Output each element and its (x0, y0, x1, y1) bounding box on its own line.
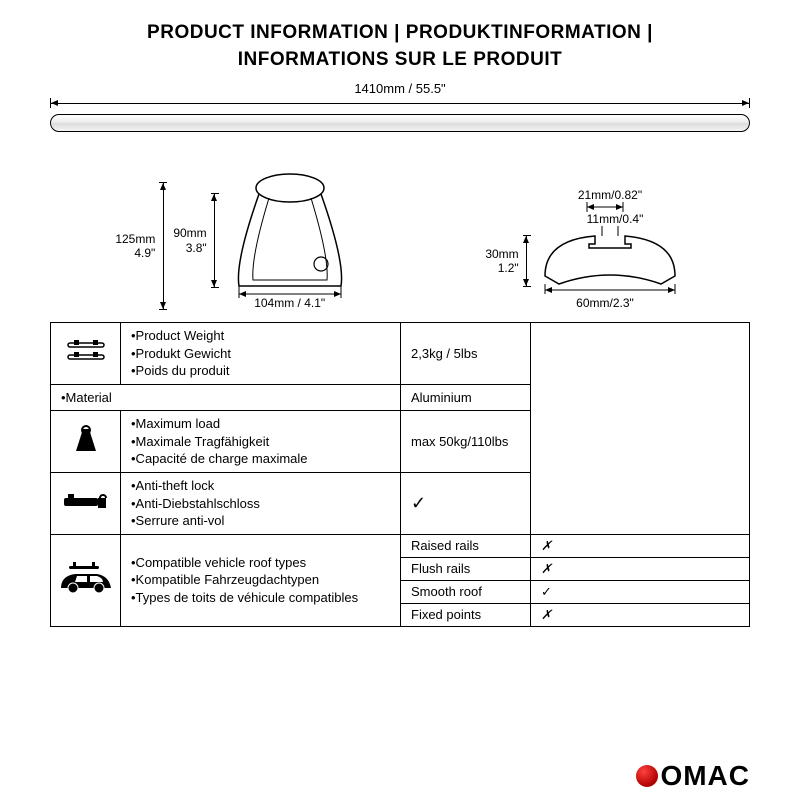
lock-icon (62, 488, 110, 516)
lock-labels: •Anti-theft lock•Anti-Diebstahlschloss•S… (131, 477, 390, 530)
profile-diagram: 21mm/0.82" 11mm/0.4" 30mm 1.2" (485, 188, 684, 310)
foot-width: 104mm / 4.1" (254, 296, 325, 310)
logo-dot-icon (636, 765, 658, 787)
material-label: •Material (61, 389, 390, 407)
foot-diagram: 125mm 4.9" 90mm 3.8" (115, 172, 354, 310)
profile-width: 60mm/2.3" (576, 296, 634, 310)
lock-value: ✓ (401, 473, 531, 535)
profile-gap: 11mm/0.4" (587, 212, 644, 226)
spec-table: •Product Weight•Produkt Gewicht•Poids du… (50, 322, 750, 626)
weight-value: 2,3kg / 5lbs (401, 323, 531, 385)
row-load: •Maximum load•Maximale Tragfähigkeit•Cap… (51, 411, 750, 473)
page-title: PRODUCT INFORMATION | PRODUKTINFORMATION… (50, 20, 750, 73)
roof-type-1: Flush rails (401, 557, 531, 580)
roof-val-3: ✗ (531, 603, 750, 626)
roof-val-0: ✗ (531, 534, 750, 557)
load-value: max 50kg/110lbs (401, 411, 531, 473)
row-lock: •Anti-theft lock•Anti-Diebstahlschloss•S… (51, 473, 750, 535)
title-line-1: PRODUCT INFORMATION | PRODUKTINFORMATION… (147, 22, 653, 43)
weight-labels: •Product Weight•Produkt Gewicht•Poids du… (131, 327, 390, 380)
overall-length-label: 1410mm / 55.5" (50, 81, 750, 96)
row-weight: •Product Weight•Produkt Gewicht•Poids du… (51, 323, 750, 385)
row-material: •Material Aluminium (51, 384, 750, 411)
title-line-2: INFORMATIONS SUR LE PRODUIT (238, 49, 563, 70)
weight-icon (64, 337, 108, 367)
technical-drawings: 125mm 4.9" 90mm 3.8" (50, 150, 750, 310)
material-value: Aluminium (401, 384, 531, 411)
brand-logo: OMAC (636, 760, 750, 792)
roof-type-3: Fixed points (401, 603, 531, 626)
roof-val-1: ✗ (531, 557, 750, 580)
overall-length-dimline (50, 98, 750, 108)
brand-text: OMAC (660, 760, 750, 792)
roof-val-2: ✓ (531, 580, 750, 603)
load-icon (68, 425, 104, 455)
load-labels: •Maximum load•Maximale Tragfähigkeit•Cap… (131, 415, 390, 468)
foot-shape (225, 172, 355, 300)
profile-shape (535, 226, 685, 296)
product-info-sheet: PRODUCT INFORMATION | PRODUKTINFORMATION… (0, 0, 800, 800)
foot-height-inner: 90mm 3.8" (173, 226, 206, 255)
roof-type-0: Raised rails (401, 534, 531, 557)
profile-slot: 21mm/0.82" (578, 188, 642, 202)
foot-height-outer: 125mm 4.9" (115, 232, 155, 261)
profile-height: 30mm 1.2" (485, 247, 518, 276)
roof-type-2: Smooth roof (401, 580, 531, 603)
row-roof-0: •Compatible vehicle roof types•Kompatibl… (51, 534, 750, 557)
car-icon (57, 562, 115, 596)
roof-labels: •Compatible vehicle roof types•Kompatibl… (131, 554, 390, 607)
crossbar-side-view (50, 114, 750, 132)
